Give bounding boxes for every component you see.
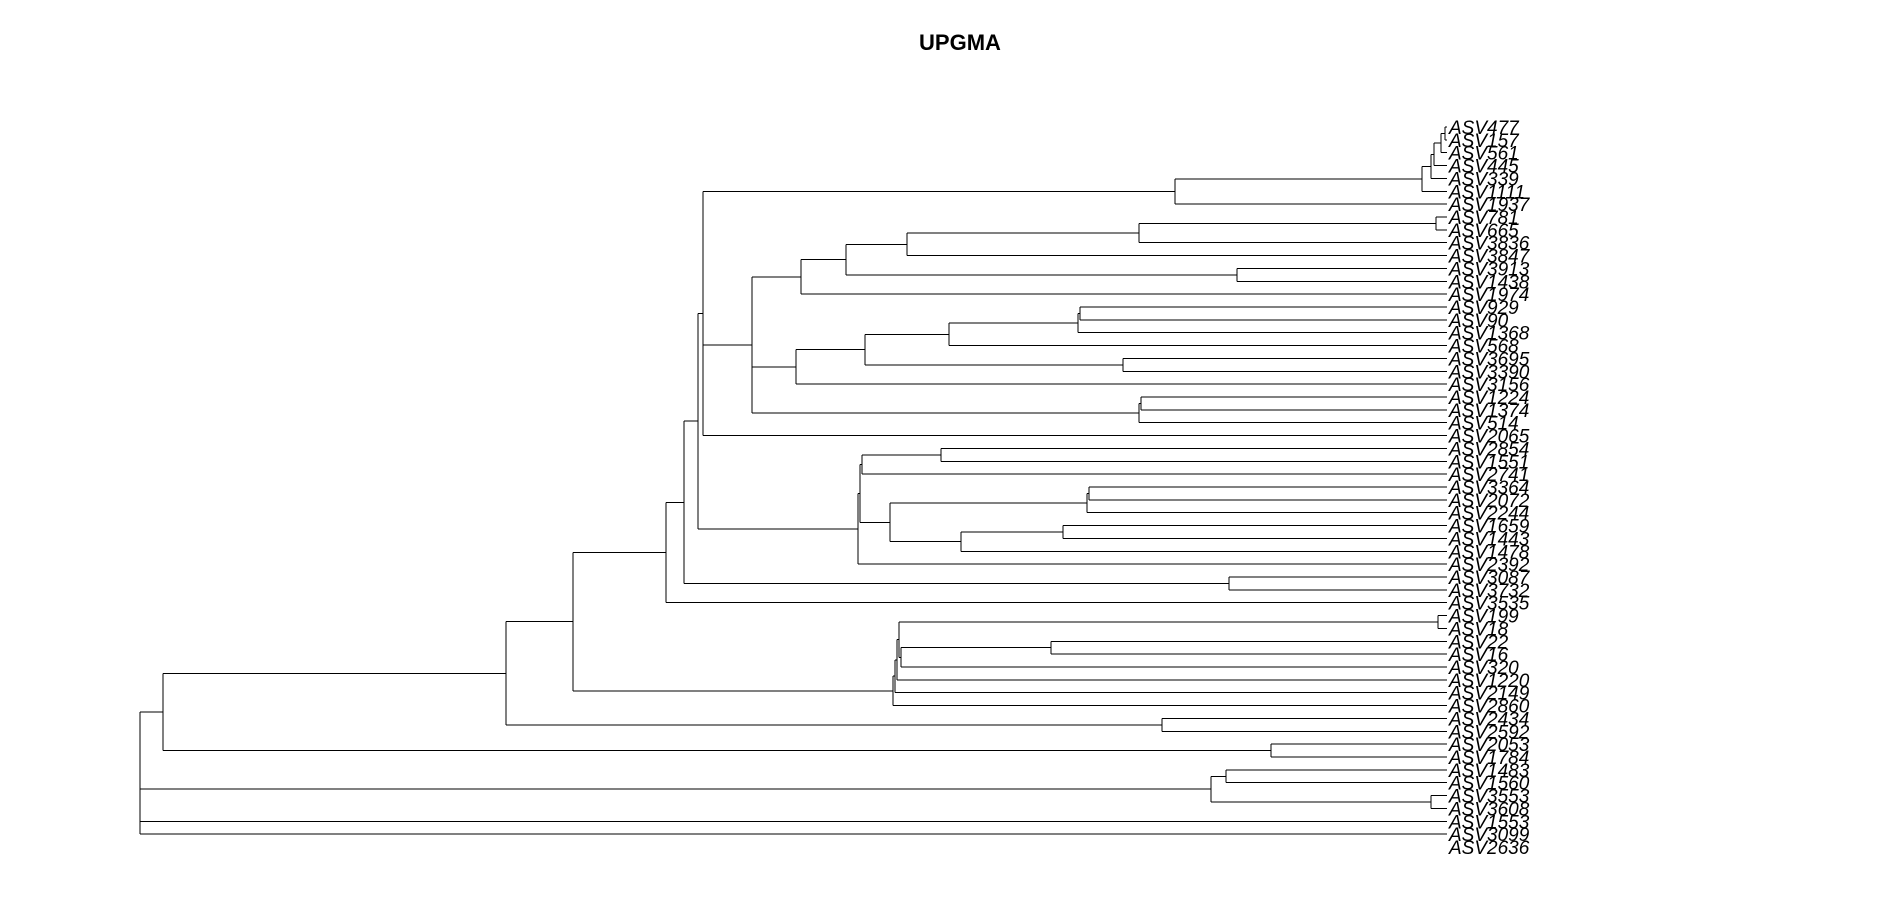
dendrogram-branches [139,126,1447,835]
tip-label: ASV2860 [1448,697,1530,718]
tip-label: ASV3847 [1448,247,1531,268]
tip-label: ASV1443 [1448,529,1530,550]
tip-label: ASV561 [1448,144,1519,165]
tip-label: ASV1974 [1448,285,1529,306]
tip-label: ASV3913 [1448,259,1530,280]
tip-label: ASV3553 [1448,787,1530,808]
tip-label: ASV18 [1448,619,1509,640]
tip-label: ASV1560 [1448,774,1530,795]
tip-label: ASV2244 [1448,504,1529,525]
tip-label: ASV2592 [1448,722,1530,743]
tip-label: ASV199 [1448,607,1519,628]
tip-label: ASV157 [1448,131,1520,152]
tip-label: ASV1368 [1448,324,1530,345]
tip-label: ASV2072 [1448,491,1530,512]
tip-label: ASV3099 [1448,825,1530,846]
tip-label: ASV1553 [1448,812,1530,833]
tip-label: ASV2053 [1448,735,1530,756]
tip-label: ASV22 [1448,632,1509,653]
tip-label: ASV1220 [1448,671,1530,692]
tip-label: ASV2636 [1448,838,1530,859]
tip-label: ASV1374 [1448,401,1529,422]
tip-label: ASV1483 [1448,761,1530,782]
tip-label: ASV2149 [1448,684,1530,705]
tip-label: ASV339 [1448,169,1519,190]
tip-label: ASV1224 [1448,388,1529,409]
tip-label: ASV3087 [1448,568,1531,589]
tip-label: ASV3732 [1448,581,1530,602]
tip-label: ASV1784 [1448,748,1529,769]
tip-label: ASV514 [1448,414,1519,435]
tip-label: ASV1659 [1448,517,1530,538]
tip-label: ASV2065 [1448,427,1530,448]
tip-label: ASV3608 [1448,799,1530,820]
tip-label: ASV3535 [1448,594,1530,615]
tip-label: ASV665 [1448,221,1519,242]
tip-label: ASV2741 [1448,465,1529,486]
tip-label: ASV568 [1448,337,1519,358]
tip-label: ASV2854 [1448,439,1529,460]
tip-label: ASV1111 [1448,182,1525,203]
tip-label: ASV781 [1448,208,1519,229]
tip-label: ASV445 [1448,157,1519,178]
tip-label: ASV3156 [1448,375,1530,396]
tip-labels: ASV477ASV157ASV561ASV445ASV339ASV1111ASV… [1448,118,1531,859]
tip-label: ASV16 [1448,645,1509,666]
tip-label: ASV477 [1448,118,1520,139]
tip-label: ASV3695 [1448,349,1530,370]
tip-label: ASV2392 [1448,555,1530,576]
tip-label: ASV1937 [1448,195,1531,216]
tip-label: ASV3364 [1448,478,1529,499]
tip-label: ASV929 [1448,298,1519,319]
chart-title: UPGMA [919,30,1001,55]
tip-label: ASV2434 [1448,709,1529,730]
tip-label: ASV1551 [1448,452,1529,473]
tip-label: ASV90 [1448,311,1509,332]
tip-label: ASV320 [1448,658,1519,679]
tip-label: ASV1478 [1448,542,1530,563]
tip-label: ASV3836 [1448,234,1530,255]
tip-label: ASV1438 [1448,272,1530,293]
tip-label: ASV3390 [1448,362,1530,383]
